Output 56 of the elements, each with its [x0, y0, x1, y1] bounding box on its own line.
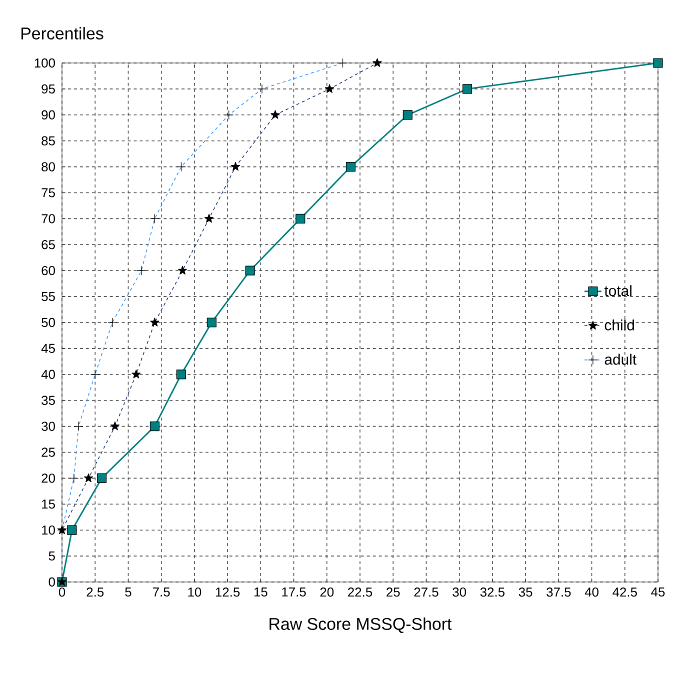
y-tick-label: 20 — [42, 474, 55, 483]
point — [96, 473, 107, 483]
point — [176, 370, 186, 380]
x-tick-label: 42.5 — [612, 588, 637, 597]
x-tick-label: 35 — [518, 588, 532, 597]
y-tick-label: 45 — [41, 344, 55, 353]
point — [67, 525, 77, 535]
y-tick-label: 10 — [42, 526, 55, 535]
y-tick-label: 75 — [42, 188, 55, 198]
point — [150, 421, 160, 432]
x-tick-label: 32.5 — [480, 588, 504, 597]
x-tick-label: 5 — [125, 588, 132, 597]
x-tick-label: 22.5 — [348, 588, 372, 597]
x-tick-label: 12.5 — [216, 588, 240, 597]
y-tick-label: 25 — [42, 448, 55, 457]
y-tick-label: 70 — [42, 214, 55, 224]
legend-label: child — [604, 319, 634, 330]
point — [346, 162, 356, 172]
x-axis-title: Raw Score MSSQ-Short — [270, 618, 452, 633]
point — [296, 214, 306, 224]
y-tick-label: 100 — [34, 58, 55, 68]
point — [462, 84, 472, 94]
x-tick-label: 30 — [452, 588, 466, 597]
y-tick-label: 30 — [42, 422, 55, 431]
x-tick-label: 37.5 — [546, 588, 571, 597]
y-tick-label: 50 — [42, 318, 55, 328]
y-tick-label: 35 — [42, 396, 55, 405]
y-tick-label: 55 — [42, 292, 55, 302]
x-tick-label: 17.5 — [282, 588, 306, 597]
x-tick-label: 10 — [188, 588, 202, 597]
x-tick-label: 27.5 — [414, 588, 438, 597]
point — [402, 110, 412, 120]
y-tick-label: 85 — [42, 136, 55, 146]
point — [206, 318, 216, 328]
legend-label: adult — [604, 354, 636, 365]
point — [653, 58, 663, 68]
x-tick-label: 40 — [584, 588, 598, 597]
y-tick-label: 5 — [48, 552, 55, 561]
point — [245, 266, 255, 276]
x-tick-label: 45 — [651, 588, 665, 597]
y-tick-label: 40 — [41, 370, 55, 379]
x-tick-label: 20 — [320, 588, 334, 597]
x-tick-label: 0 — [58, 588, 66, 597]
y-tick-label: 15 — [42, 500, 55, 509]
y-tick-label: 0 — [48, 577, 55, 587]
y-tick-label: 90 — [42, 110, 55, 120]
x-tick-label: 25 — [386, 588, 400, 597]
y-tick-label: 60 — [42, 266, 55, 276]
x-tick-label: 7.5 — [153, 588, 170, 597]
legend-label: total — [604, 285, 632, 296]
y-tick-label: 80 — [42, 162, 55, 172]
y-tick-label: 95 — [42, 84, 55, 94]
chart-title: Percentiles — [22, 27, 104, 40]
x-tick-label: 15 — [254, 588, 268, 597]
x-tick-label: 2.5 — [86, 588, 104, 597]
y-tick-label: 65 — [42, 240, 55, 250]
